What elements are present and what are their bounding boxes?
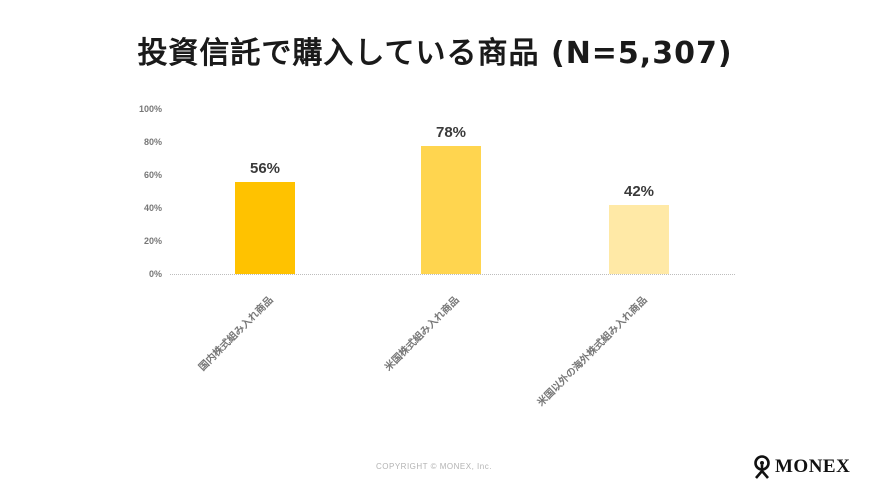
y-tick-80: 80% <box>143 137 162 147</box>
y-tick-60: 60% <box>143 170 162 180</box>
x-axis-line <box>170 274 735 275</box>
bar-domestic <box>235 182 295 274</box>
x-label-non-us-foreign: 米国以外の海外株式組み入れ商品 <box>535 294 650 409</box>
bar-us <box>421 146 481 274</box>
x-label-domestic: 国内株式組み入れ商品 <box>197 294 276 374</box>
copyright-text: COPYRIGHT © MONEX, Inc. <box>376 462 492 471</box>
y-tick-40: 40% <box>143 203 162 213</box>
chart-title: 投資信託で購入している商品 (N=5,307) <box>137 36 733 71</box>
y-tick-100: 100% <box>138 104 162 114</box>
x-label-us: 米国株式組み入れ商品 <box>383 294 462 374</box>
value-label-non-us-foreign: 42% <box>623 183 655 201</box>
value-label-domestic: 56% <box>249 160 281 178</box>
monex-emblem-icon <box>754 455 770 479</box>
value-label-us: 78% <box>435 124 467 142</box>
y-tick-20: 20% <box>143 236 162 246</box>
monex-logo: MONEX <box>752 455 850 479</box>
y-tick-0: 0% <box>148 269 162 279</box>
bar-non-us-foreign <box>609 205 669 274</box>
monex-logo-text: MONEX <box>775 456 851 477</box>
